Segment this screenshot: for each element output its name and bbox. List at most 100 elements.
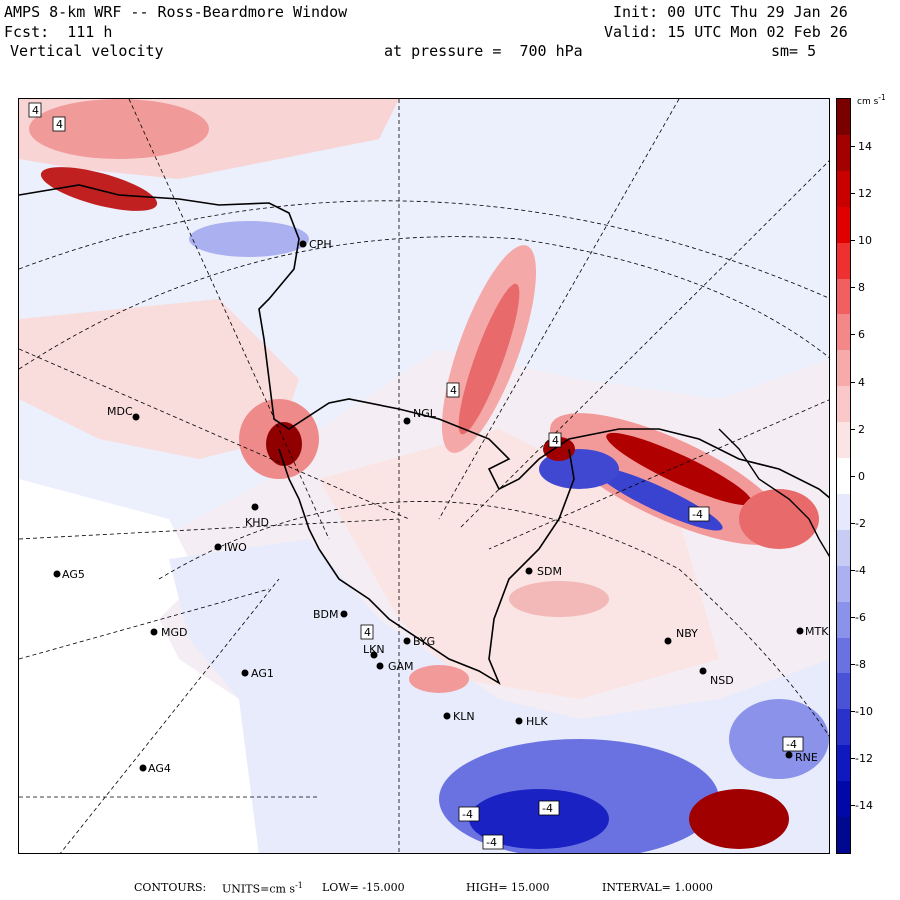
svg-text:AG4: AG4 xyxy=(148,762,171,775)
negative-core-south xyxy=(469,789,609,849)
positive-core-central xyxy=(266,422,302,466)
colorbar-segment xyxy=(837,314,850,351)
colorbar-tick-label: -4 xyxy=(855,563,866,577)
contour-label: 4 xyxy=(360,624,374,640)
svg-text:NGL: NGL xyxy=(413,407,437,420)
colorbar-tick-label: -2 xyxy=(855,516,866,530)
longitude-line xyxy=(128,99,330,540)
colorbar-tick-label: -14 xyxy=(855,799,873,813)
svg-text:GAM: GAM xyxy=(388,660,414,673)
negative-region-cph xyxy=(189,221,309,257)
station-kln: KLN xyxy=(443,710,475,723)
svg-text:-4: -4 xyxy=(486,836,497,849)
colorbar-tick-mark xyxy=(851,287,855,289)
colorbar-tick-label: -10 xyxy=(855,705,873,719)
contour-label: 4 xyxy=(28,102,42,118)
svg-text:-4: -4 xyxy=(692,508,703,521)
colorbar-tick-label: 6 xyxy=(858,328,865,342)
svg-text:4: 4 xyxy=(552,434,559,447)
colorbar-segment xyxy=(837,781,850,818)
positive-core-se xyxy=(689,789,789,849)
latitude-circle xyxy=(158,501,829,737)
positive-region-sdm xyxy=(509,581,609,617)
latitude-circle xyxy=(19,200,829,299)
colorbar-tick-mark xyxy=(851,617,855,618)
svg-text:LKN: LKN xyxy=(363,643,385,656)
colorbar-tick-label: 2 xyxy=(858,422,865,436)
colorbar-tick-mark xyxy=(851,146,855,147)
svg-text:SDM: SDM xyxy=(537,565,562,578)
svg-text:RNE: RNE xyxy=(795,751,818,764)
station-ag4: AG4 xyxy=(139,762,171,775)
station-bdm: BDM xyxy=(313,608,348,621)
station-iwo: IWO xyxy=(214,541,247,554)
valid-time: Valid: 15 UTC Mon 02 Feb 26 xyxy=(604,23,848,41)
positive-band-core xyxy=(458,283,520,435)
level: at pressure = 700 hPa xyxy=(384,42,583,60)
longitude-line xyxy=(19,588,270,660)
contour-label: -4 xyxy=(538,800,560,816)
contour-labels: 4 4 4 4 4 -4 -4 -4 -4 -4 xyxy=(28,102,804,850)
colorbar-tick-label: -12 xyxy=(855,752,873,766)
coastline xyxy=(19,184,829,499)
svg-text:AG1: AG1 xyxy=(251,667,274,680)
colorbar-segment xyxy=(837,529,850,567)
footer-units: UNITS=cm s-1 xyxy=(222,881,303,896)
station-byg: BYG xyxy=(403,635,435,648)
station-ag5: AG5 xyxy=(53,568,85,581)
svg-text:MTK: MTK xyxy=(805,625,829,638)
svg-text:BYG: BYG xyxy=(413,635,435,648)
svg-text:4: 4 xyxy=(32,104,39,117)
colorbar-tick-mark xyxy=(851,475,855,477)
station-sdm: SDM xyxy=(525,565,562,578)
footer-contours: CONTOURS: xyxy=(134,881,207,894)
colorbar-tick-mark xyxy=(851,193,855,195)
colorbar-segment xyxy=(837,206,850,244)
station-cph: CPH xyxy=(299,238,332,251)
svg-text:4: 4 xyxy=(450,384,457,397)
contour-label: -4 xyxy=(458,806,480,822)
colorbar-segment xyxy=(837,386,850,423)
colorbar-tick-label: 14 xyxy=(858,140,872,153)
contour-label: 4 xyxy=(446,382,460,398)
station-gam: GAM xyxy=(376,660,414,673)
svg-text:-4: -4 xyxy=(462,808,473,821)
grounding-line xyxy=(278,448,575,685)
contour-label: -4 xyxy=(482,834,504,850)
colorbar-tick-mark xyxy=(851,381,855,383)
forecast-hour: Fcst: 111 h xyxy=(4,23,113,41)
colorbar-segment xyxy=(837,565,850,603)
colorbar-segment xyxy=(837,673,850,710)
colorbar-tick-mark xyxy=(851,758,855,760)
positive-core-east xyxy=(606,432,752,506)
negative-region-se xyxy=(729,699,829,779)
svg-text:IWO: IWO xyxy=(224,541,247,554)
smoothing: sm= 5 xyxy=(771,42,817,60)
longitude-line xyxy=(19,348,410,520)
colorbar-tick-mark xyxy=(851,428,855,430)
colorbar xyxy=(836,98,851,854)
colorbar-tick-mark xyxy=(851,240,855,242)
colorbar-tick-label: 10 xyxy=(858,234,872,248)
colorbar-tick-mark xyxy=(851,334,855,336)
station-mgd: MGD xyxy=(150,626,188,639)
colorbar-segment xyxy=(837,422,850,459)
longitude-line xyxy=(60,578,280,853)
colorbar-segment xyxy=(837,242,850,279)
colorbar-segment xyxy=(837,134,850,172)
stations: MDC NGL IWO AG5 MGD AG1 AG4 BDM SDM NBY … xyxy=(53,238,829,775)
colorbar-tick-mark xyxy=(851,805,855,807)
svg-text:KLN: KLN xyxy=(453,710,475,723)
colorbar-segment xyxy=(837,493,850,531)
colorbar-tick-label: -8 xyxy=(855,658,866,672)
colorbar-tick-mark xyxy=(851,522,855,524)
svg-text:KHD: KHD xyxy=(245,516,269,529)
field-name: Vertical velocity xyxy=(10,42,164,60)
footer-low: LOW= -15.000 xyxy=(322,881,405,894)
colorbar-tick-label: 4 xyxy=(858,375,865,389)
svg-text:CPH: CPH xyxy=(309,238,332,251)
colorbar-segment xyxy=(837,458,850,495)
contour-label: 4 xyxy=(52,116,66,132)
station-mtk: MTK xyxy=(796,625,829,638)
positive-core-nw xyxy=(40,167,158,211)
